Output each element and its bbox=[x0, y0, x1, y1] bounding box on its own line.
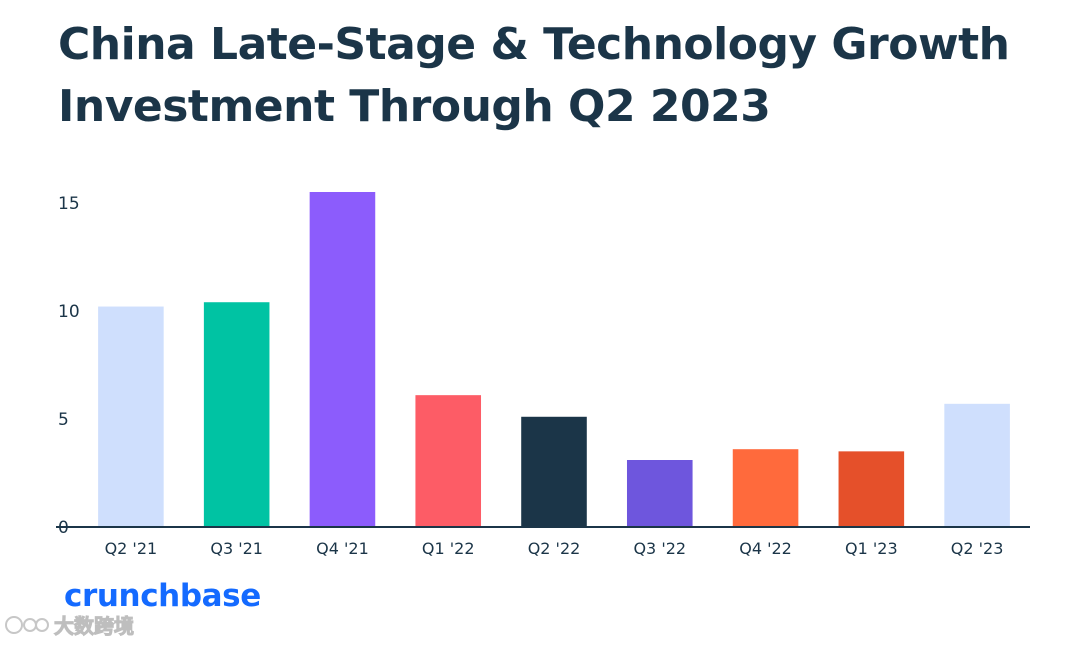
x-tick-label: Q2 '22 bbox=[528, 539, 581, 558]
bar bbox=[944, 403, 1010, 527]
x-tick-label: Q3 '21 bbox=[210, 539, 263, 558]
x-tick-label: Q4 '22 bbox=[739, 539, 792, 558]
bar bbox=[98, 306, 164, 527]
y-tick-label: 10 bbox=[58, 302, 80, 322]
watermark-text: 大数跨境 bbox=[54, 614, 135, 639]
bar bbox=[732, 449, 799, 527]
y-tick-label: 5 bbox=[58, 410, 69, 430]
x-tick-label: Q4 '21 bbox=[316, 539, 369, 558]
watermark: 大数跨境 bbox=[4, 610, 135, 639]
y-tick-label: 15 bbox=[58, 194, 80, 214]
crunchbase-logo: crunchbase bbox=[64, 578, 261, 614]
bar bbox=[838, 451, 905, 527]
bars bbox=[98, 192, 1010, 527]
bar bbox=[626, 460, 693, 527]
y-axis: 051015 bbox=[58, 194, 80, 538]
bar bbox=[309, 192, 376, 527]
x-tick-label: Q2 '21 bbox=[105, 539, 158, 558]
x-axis: Q2 '21 Q3 '21 Q4 '21 Q1 '22 Q2 '22 Q3 '22 Q4 '… bbox=[105, 539, 1004, 558]
x-tick-label: Q3 '22 bbox=[633, 539, 686, 558]
x-tick-label: Q2 '23 bbox=[951, 539, 1004, 558]
bar bbox=[203, 302, 270, 527]
x-tick-label: Q1 '23 bbox=[845, 539, 898, 558]
bar bbox=[415, 395, 482, 527]
bar bbox=[521, 416, 587, 527]
chart-title: China Late-Stage & Technology Growth Inv… bbox=[58, 19, 1010, 132]
x-tick-label: Q1 '22 bbox=[422, 539, 475, 558]
watermark-logo-icon bbox=[5, 615, 49, 634]
